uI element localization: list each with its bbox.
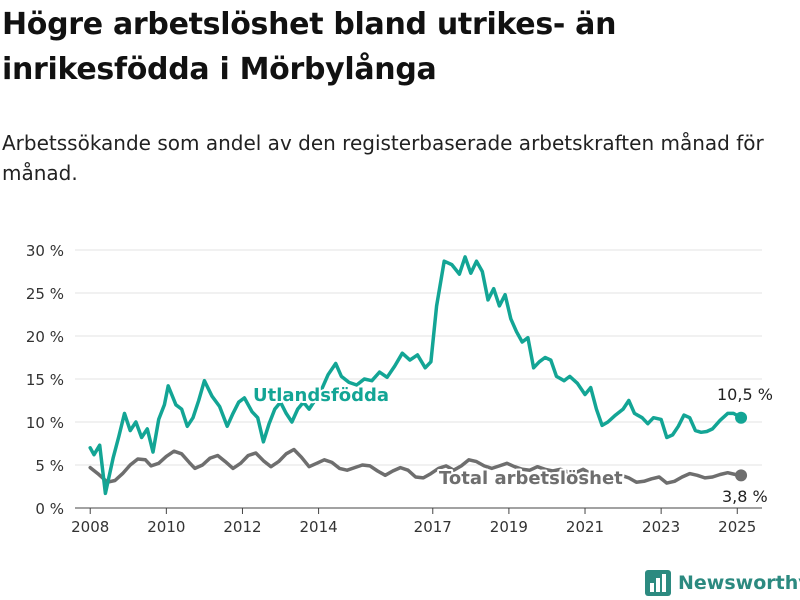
x-tick-label: 2012 (223, 518, 261, 536)
x-tick-label: 2014 (299, 518, 337, 536)
y-tick-label: 30 % (26, 242, 64, 260)
x-tick-label: 2023 (642, 518, 680, 536)
y-tick-label: 0 % (35, 500, 64, 518)
y-tick-label: 5 % (35, 457, 64, 475)
x-tick-label: 2019 (490, 518, 528, 536)
bar-chart-logo-icon (645, 570, 671, 596)
series-line-total (88, 447, 743, 485)
x-tick-label: 2008 (71, 518, 109, 536)
end-point-total (735, 469, 748, 482)
brand-name: Newsworthy (678, 572, 800, 594)
brand-logo: Newsworthy (645, 568, 800, 598)
x-tick-label: 2010 (147, 518, 185, 536)
x-tick-label: 2017 (414, 518, 452, 536)
axes: 0 % 5 % 10 % 15 % 20 % 25 % 30 % 2008 2010 2012 20… (26, 242, 762, 536)
end-point-utlandsfodda (735, 411, 748, 424)
series-line-utlandsfodda (88, 255, 743, 496)
series-label-utlandsfodda: Utlandsfödda (253, 385, 389, 406)
page-title: Högre arbetslöshet bland utrikes- än inr… (2, 7, 617, 87)
series-lines (88, 255, 748, 496)
y-tick-label: 15 % (26, 371, 64, 389)
end-label-utlandsfodda: 10,5 % (717, 385, 773, 404)
y-tick-label: 25 % (26, 285, 64, 303)
series-labels: 10,5 % 3,8 % Utlandsfödda Total arbetslöshe… (251, 383, 773, 506)
x-tick-label: 2021 (566, 518, 604, 536)
y-tick-label: 10 % (26, 414, 64, 432)
y-tick-label: 20 % (26, 328, 64, 346)
end-label-total: 3,8 % (722, 487, 768, 506)
x-tick-label: 2025 (718, 518, 756, 536)
page-subtitle: Arbetssökande som andel av den registerb… (2, 131, 764, 185)
series-label-total: Total arbetslöshet (439, 468, 623, 489)
